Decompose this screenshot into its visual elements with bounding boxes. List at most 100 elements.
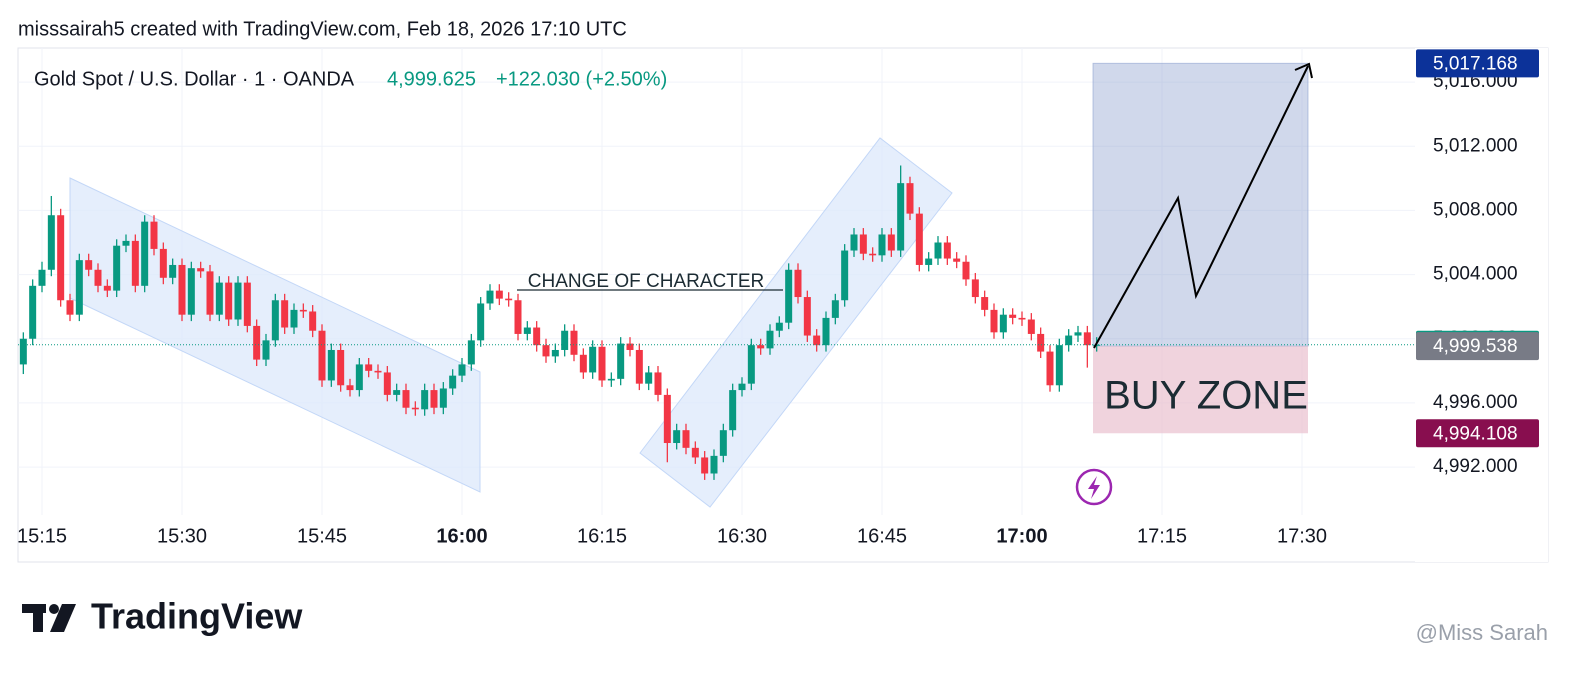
candle-body: [775, 322, 783, 331]
x-tick-label: 15:45: [297, 525, 347, 547]
candle-body: [822, 317, 830, 346]
candle-body: [878, 234, 886, 256]
price-label-box: [1416, 419, 1539, 448]
candle-body: [477, 303, 485, 341]
x-tick-label: 15:15: [17, 525, 67, 547]
last-price: 4,999.625: [387, 68, 476, 90]
x-tick-label: 17:30: [1277, 525, 1327, 547]
candle-body: [981, 297, 989, 310]
alert-bolt: [1088, 476, 1100, 499]
candle-body: [803, 297, 811, 336]
candle-body: [318, 330, 326, 381]
stop-zone: [1093, 346, 1308, 434]
logo-mark: [22, 604, 76, 632]
candle-body: [19, 338, 27, 365]
candle-body: [234, 282, 242, 320]
candle-body: [626, 343, 634, 350]
x-axis: 15:15 15:30 15:45 16:00 16:15 16:30 16:45 17:00…: [17, 525, 1327, 547]
candle-body: [495, 290, 503, 299]
candle-body: [906, 183, 914, 214]
candle-body: [1037, 333, 1045, 352]
x-tick-label: 16:30: [717, 525, 767, 547]
candle-body: [831, 300, 839, 318]
candle-body: [654, 372, 662, 395]
price-label-box: [1416, 49, 1539, 78]
candle-body: [486, 290, 494, 304]
candle-body: [813, 335, 821, 346]
price-change: +122.030 (+2.50%): [496, 68, 667, 90]
candle-body: [915, 213, 923, 265]
candle-body: [38, 269, 46, 286]
candle-body: [729, 390, 737, 431]
candle-body: [1046, 351, 1054, 386]
candle-body: [281, 300, 289, 328]
candle-body: [150, 221, 158, 249]
watermark: @Miss Sarah: [1416, 620, 1548, 645]
buy-zone-label: BUY ZONE: [1104, 374, 1308, 418]
y-tick-label: 4,996.000: [1433, 392, 1518, 413]
arrow-head: [1294, 62, 1313, 79]
candle-body: [374, 370, 382, 373]
price-label: 4,999.538: [1433, 336, 1518, 357]
candle-body: [701, 457, 709, 474]
candle-body: [589, 346, 597, 373]
logo-text: TradingView: [91, 596, 303, 637]
candle-body: [934, 242, 942, 259]
candle-body: [663, 394, 671, 444]
candle-body: [337, 349, 345, 386]
candle-body: [271, 300, 279, 341]
candle-body: [85, 260, 93, 270]
candle-body: [887, 234, 895, 251]
candle-body: [103, 285, 111, 291]
y-axis: 4,992.0004,996.0005,000.0005,004.0005,00…: [1416, 49, 1539, 477]
price-label-box: [1416, 332, 1539, 361]
y-tick-label: 5,012.000: [1433, 135, 1518, 156]
x-tick-label: 17:00: [996, 525, 1047, 547]
candle-body: [327, 349, 335, 381]
candle-body: [645, 372, 653, 384]
candle-body: [47, 215, 55, 270]
candle-body: [514, 300, 522, 334]
candle-body: [355, 364, 363, 391]
position-tool: [1092, 62, 1309, 434]
candle-body: [505, 298, 513, 301]
candles: [18, 165, 1415, 480]
candle-body: [122, 240, 130, 246]
candle-body: [66, 300, 74, 315]
x-tick-label: 15:30: [157, 525, 207, 547]
candle-body: [794, 269, 802, 298]
candle-body: [710, 455, 718, 474]
projection-arrow: [1093, 65, 1309, 349]
candle-body: [719, 430, 727, 456]
candle-body: [29, 285, 37, 339]
credit: misssairah5 created with TradingView.com…: [18, 18, 627, 40]
candle-body: [561, 330, 569, 350]
candle-body: [598, 346, 606, 381]
price-scale: [1415, 48, 1548, 562]
candle-body: [1055, 345, 1063, 386]
x-tick-label: 16:00: [436, 525, 487, 547]
candle-body: [169, 264, 177, 278]
candle-body: [141, 221, 149, 286]
candle-body: [411, 407, 419, 410]
candle-body: [215, 282, 223, 315]
candle-body: [533, 327, 541, 346]
candle-body: [953, 258, 961, 262]
candle-body: [393, 390, 401, 395]
candle-body: [897, 183, 905, 251]
candle-body: [206, 271, 214, 315]
x-tick-label: 17:15: [1137, 525, 1187, 547]
symbol-title: Gold Spot / U.S. Dollar · 1 · OANDA: [34, 68, 355, 90]
candle-body: [178, 264, 186, 315]
candle-body: [850, 234, 858, 251]
candle-body: [523, 327, 531, 334]
candle-body: [57, 215, 65, 301]
candle-body: [682, 430, 690, 448]
candle-body: [225, 282, 233, 320]
candle-body: [971, 279, 979, 298]
candle-body: [962, 261, 970, 280]
candle-body: [383, 372, 391, 395]
candle-body: [262, 340, 270, 360]
candle-body: [859, 234, 867, 254]
